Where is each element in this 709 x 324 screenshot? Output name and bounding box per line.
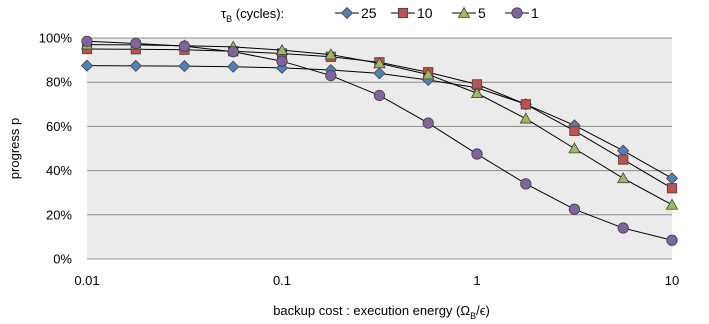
data-point xyxy=(470,86,484,99)
data-point xyxy=(665,198,679,210)
x-axis-title: backup cost : execution energy (ΩB/ϵ) xyxy=(273,303,490,321)
x-tick-label: 0.1 xyxy=(273,273,291,288)
x-tick-label: 0.01 xyxy=(74,273,99,288)
data-point xyxy=(617,222,629,234)
x-tick-labels: 0.01 0.1 1 10 xyxy=(74,273,679,288)
legend-label: 1 xyxy=(531,5,539,21)
data-point xyxy=(568,203,581,215)
legend-label: 5 xyxy=(478,5,486,21)
data-point xyxy=(519,112,533,124)
data-point xyxy=(276,55,288,67)
data-point xyxy=(520,178,532,190)
data-point xyxy=(178,40,191,52)
data-point xyxy=(227,60,240,73)
gridlines xyxy=(87,37,672,260)
y-tick-label: 20% xyxy=(46,207,72,222)
legend-marker xyxy=(397,7,409,19)
data-point xyxy=(666,234,678,246)
legend-entry-1: 1 xyxy=(505,5,539,21)
y-tick-label: 0% xyxy=(53,252,72,267)
data-point xyxy=(325,69,337,82)
y-tick-label: 40% xyxy=(46,163,72,178)
data-point xyxy=(618,154,629,165)
data-point xyxy=(617,172,630,184)
legend-title: τB (cycles): xyxy=(221,6,284,24)
data-point xyxy=(130,37,142,50)
data-point xyxy=(373,89,386,102)
data-point xyxy=(471,148,483,160)
data-point xyxy=(81,35,93,47)
y-axis-title: progress p xyxy=(7,118,22,179)
data-point xyxy=(324,48,338,60)
legend-marker xyxy=(457,6,471,18)
y-tick-labels: 0% 20% 40% 60% 80% 100% xyxy=(39,31,73,267)
y-tick-label: 100% xyxy=(39,31,73,46)
data-point xyxy=(520,99,531,110)
legend-entry-10: 10 xyxy=(391,5,433,21)
data-point xyxy=(80,59,94,72)
y-tick-label: 60% xyxy=(46,119,72,134)
data-point xyxy=(422,117,434,129)
data-point xyxy=(422,68,435,80)
legend-entry-5: 5 xyxy=(452,5,486,21)
series-1 xyxy=(81,35,678,246)
legend-label: 10 xyxy=(417,5,433,21)
data-point xyxy=(275,43,289,55)
legend-entry-25: 25 xyxy=(335,5,377,21)
legend: τB (cycles): 25 10 5 1 xyxy=(221,5,539,24)
x-tick-label: 10 xyxy=(665,273,679,288)
legend-marker xyxy=(511,7,523,19)
data-point xyxy=(178,60,191,73)
data-point xyxy=(129,59,142,72)
data-point xyxy=(568,142,581,154)
data-point xyxy=(666,183,678,194)
legend-marker xyxy=(340,6,354,20)
y-tick-label: 80% xyxy=(46,75,72,90)
x-tick-label: 1 xyxy=(473,273,480,288)
data-point xyxy=(373,57,386,69)
legend-label: 25 xyxy=(361,5,377,21)
data-point xyxy=(569,125,580,136)
series-layer xyxy=(80,35,679,246)
data-point xyxy=(227,46,239,58)
data-point xyxy=(373,67,386,80)
